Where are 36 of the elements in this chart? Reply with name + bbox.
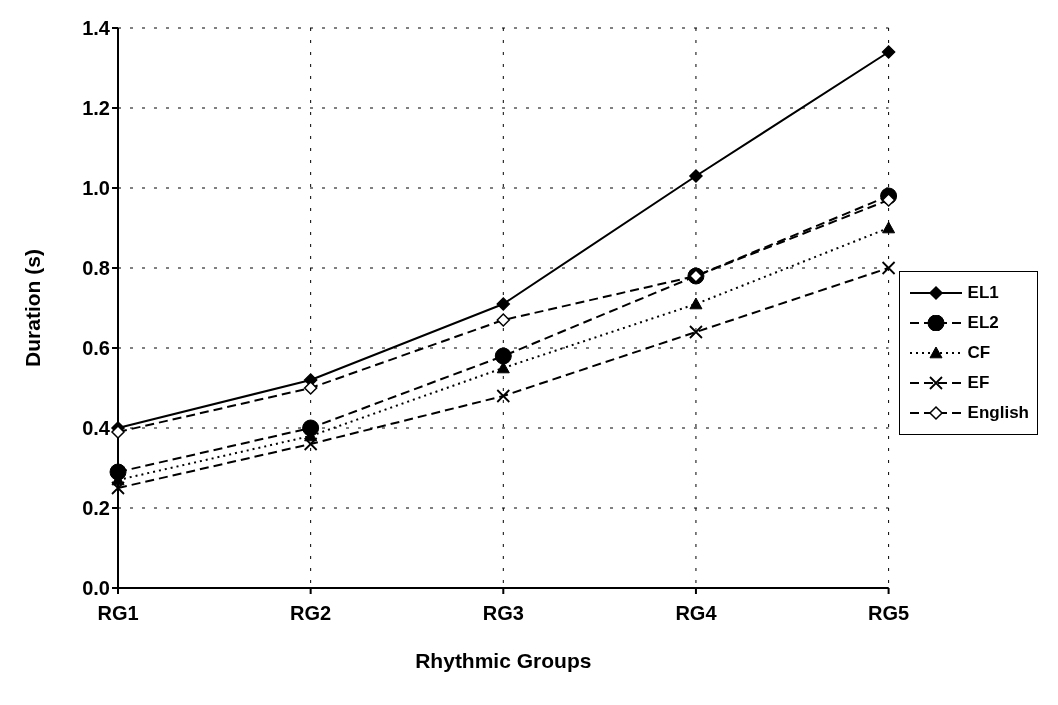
- point: [882, 221, 896, 234]
- point: [881, 193, 896, 207]
- y-tick-label: 0.8: [82, 257, 110, 280]
- legend-label: EL2: [967, 313, 999, 333]
- y-tick-label: 0.6: [82, 337, 110, 360]
- y-axis-title: Duration (s): [21, 249, 45, 367]
- point: [496, 313, 511, 327]
- point: [494, 347, 512, 365]
- x-tick-label: RG2: [290, 602, 332, 625]
- x-axis-title: Rhythmic Groups: [415, 649, 592, 672]
- point: [881, 45, 896, 59]
- point: [689, 325, 703, 339]
- point: [303, 381, 318, 395]
- legend-label: English: [967, 403, 1029, 423]
- x-tick-label: RG3: [482, 602, 524, 625]
- point: [881, 261, 896, 275]
- x-tick-label: RG5: [868, 602, 910, 625]
- y-tick-label: 1.4: [82, 17, 111, 40]
- y-tick-label: 0.0: [82, 577, 110, 600]
- legend-label: EF: [967, 373, 990, 393]
- point: [689, 297, 703, 310]
- y-tick-label: 1.2: [82, 97, 110, 120]
- point: [496, 389, 511, 403]
- point: [689, 169, 703, 183]
- point: [496, 297, 511, 311]
- x-tick-label: RG4: [675, 602, 718, 625]
- point: [303, 437, 318, 451]
- y-tick-label: 0.4: [82, 417, 111, 440]
- legend-label: EL1: [967, 283, 999, 303]
- point: [111, 481, 125, 495]
- y-tick-label: 0.2: [82, 497, 110, 520]
- point: [496, 361, 510, 374]
- point: [111, 425, 125, 439]
- legend-label: CF: [967, 343, 991, 363]
- y-tick-label: 1.0: [82, 177, 110, 200]
- x-tick-label: RG1: [97, 602, 139, 625]
